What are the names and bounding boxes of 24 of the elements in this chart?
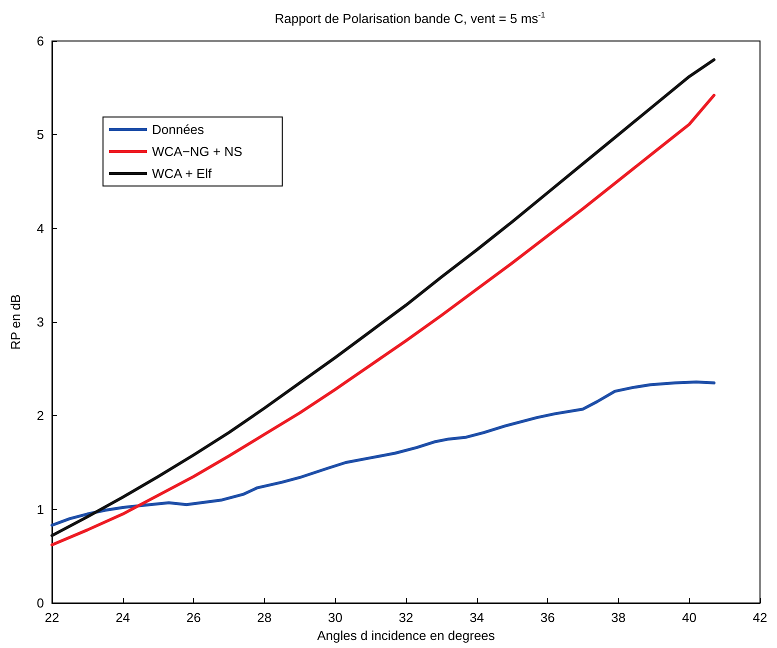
y-tick-label: 4 [36,220,44,236]
y-tick-label: 1 [36,502,44,517]
x-tick-label: 24 [116,610,130,625]
x-tick-label: 30 [328,610,342,625]
x-tick-label: 36 [540,610,555,625]
x-tick-label: 34 [470,610,484,625]
x-tick-label: 38 [611,610,626,625]
y-tick-label: 0 [36,596,44,610]
legend-label: WCA + Elf [152,166,212,181]
x-tick-label: 26 [186,610,201,625]
y-tick-label: 2 [36,408,44,424]
y-tick-label: 3 [36,314,44,330]
y-tick-label: 5 [36,127,44,142]
x-tick-label: 40 [682,610,696,625]
y-axis-title: RP en dB [8,294,23,350]
y-tick-label: 6 [36,34,44,48]
legend-label: Données [152,122,205,137]
x-tick-label: 22 [44,610,60,625]
x-tick-label: 42 [752,610,768,625]
x-axis-title: Angles d incidence en degrees [317,628,496,643]
x-tick-label: 32 [398,610,414,625]
x-tick-label: 28 [257,610,272,625]
line-series [50,380,716,527]
legend-label: WCA−NG + NS [152,144,243,159]
